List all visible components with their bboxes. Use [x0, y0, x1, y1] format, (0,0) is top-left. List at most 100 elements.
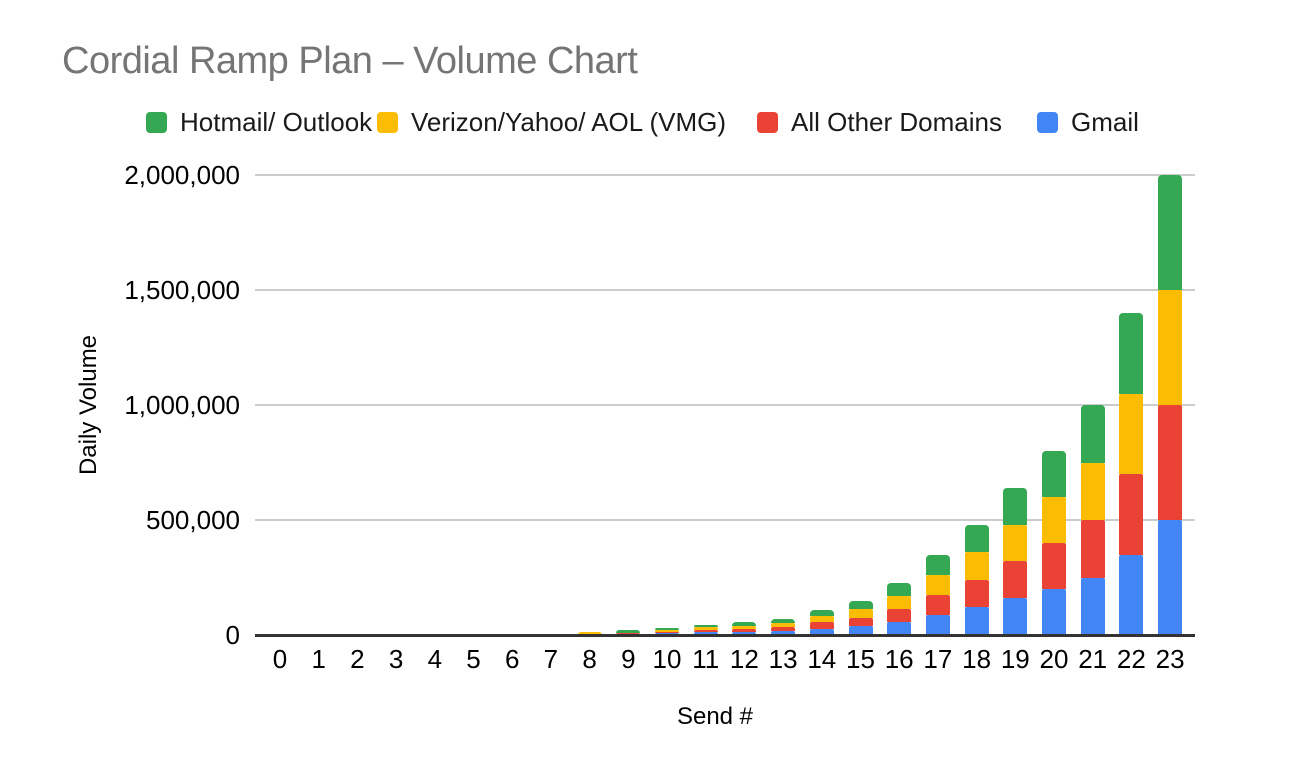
bar-segment	[1119, 313, 1144, 394]
legend-label: Gmail	[1071, 106, 1139, 137]
bar-segment	[732, 628, 757, 632]
x-tick-label: 23	[1155, 644, 1185, 674]
bar-segment	[1119, 474, 1144, 555]
bar-segment	[1042, 451, 1066, 497]
x-axis-title: Send #	[676, 703, 754, 730]
legend-swatch-icon	[1037, 111, 1058, 133]
bar-segment	[887, 622, 912, 635]
x-tick-label: 19	[1000, 644, 1030, 674]
bar-segment	[887, 609, 912, 623]
bar-segment	[732, 631, 757, 635]
x-tick-label: 10	[652, 644, 682, 674]
bar-segment	[1119, 554, 1144, 635]
bar-segment	[1003, 598, 1028, 635]
stacked-bar-send-19	[1003, 175, 1028, 635]
x-tick-label: 18	[962, 644, 992, 674]
bar-segment	[1080, 462, 1105, 520]
bar-segment	[693, 624, 718, 628]
gridline	[255, 519, 1195, 521]
stacked-bar-send-3	[384, 175, 408, 635]
bar-segment	[1158, 520, 1183, 635]
y-tick-label: 0	[225, 620, 240, 650]
bar-segment	[771, 631, 796, 635]
bar-segment	[693, 627, 718, 630]
x-tick-label: 20	[1039, 644, 1069, 674]
bar-segment	[848, 617, 873, 627]
x-tick-label: 22	[1116, 644, 1146, 674]
stacked-bar-send-23	[1158, 175, 1183, 635]
legend-swatch-icon	[146, 111, 167, 133]
bar-segment	[809, 628, 834, 635]
legend-item: Hotmail/ Outlook	[146, 105, 372, 139]
stacked-bar-send-7	[539, 175, 563, 635]
bar-segment	[732, 622, 757, 626]
legend-swatch-icon	[377, 111, 398, 133]
bar-segment	[1042, 589, 1066, 635]
stacked-bar-send-17	[925, 175, 950, 635]
bar-segment	[809, 609, 834, 617]
bar-segment	[732, 625, 757, 629]
bar-segment	[771, 623, 796, 628]
bar-segment	[771, 619, 796, 624]
bar-segment	[1080, 520, 1105, 578]
stacked-bar-send-18	[964, 175, 989, 635]
bar-segment	[1003, 524, 1028, 562]
bar-segment	[925, 574, 950, 595]
stacked-bar-send-16	[887, 175, 912, 635]
stacked-bar-send-4	[423, 175, 447, 635]
bar-segment	[809, 616, 834, 623]
legend-label: All Other Domains	[791, 106, 1002, 137]
bar-segment	[1158, 290, 1183, 405]
bar-segment	[887, 596, 912, 610]
stacked-bar-send-20	[1042, 175, 1066, 635]
x-axis-line	[255, 633, 1195, 637]
bar-segment	[964, 524, 989, 553]
bar-segment	[887, 583, 912, 597]
bar-segment	[809, 622, 834, 629]
legend-label: Verizon/Yahoo/ AOL (VMG)	[411, 106, 727, 137]
x-tick-label: 15	[846, 644, 875, 674]
bar-segment	[964, 552, 989, 580]
stacked-bar-send-0	[268, 175, 292, 635]
bar-segment	[655, 631, 679, 634]
chart-title: Cordial Ramp Plan – Volume Chart	[62, 40, 638, 82]
x-tick-label: 12	[729, 644, 759, 674]
bar-segment	[925, 554, 950, 575]
stacked-bar-send-13	[771, 175, 796, 635]
legend-swatch-icon	[757, 111, 778, 133]
bar-segment	[655, 629, 679, 632]
x-tick-label: 21	[1078, 644, 1108, 674]
stacked-bar-send-21	[1080, 175, 1105, 635]
x-tick-label: 8	[582, 644, 597, 674]
bar-segment	[771, 627, 796, 632]
gridline	[255, 289, 1195, 291]
x-tick-label: 11	[692, 644, 720, 674]
y-tick-label: 500,000	[146, 505, 240, 535]
x-tick-label: 16	[884, 644, 914, 674]
legend-item: Gmail	[1037, 105, 1139, 139]
x-tick-label: 14	[807, 644, 837, 674]
x-tick-label: 7	[543, 644, 559, 674]
stacked-bar-send-10	[655, 175, 679, 635]
x-tick-label: 0	[272, 644, 288, 674]
stacked-bar-send-8	[577, 175, 602, 635]
bar-segment	[848, 609, 873, 618]
x-tick-label: 17	[923, 644, 953, 674]
x-tick-label: 13	[768, 644, 798, 674]
stacked-bar-send-5	[462, 175, 486, 635]
bar-segment	[1158, 405, 1183, 520]
bar-segment	[1080, 577, 1105, 635]
stacked-bar-send-14	[809, 175, 834, 635]
bar-segment	[1080, 405, 1105, 463]
y-axis-title: Daily Volume	[75, 334, 102, 476]
y-tick-label: 2,000,000	[124, 160, 240, 190]
x-tick-label: 4	[427, 644, 443, 674]
y-tick-label: 1,000,000	[124, 390, 240, 420]
x-tick-label: 5	[466, 644, 481, 674]
legend-item: Verizon/Yahoo/ AOL (VMG)	[377, 105, 726, 139]
bar-segment	[964, 579, 989, 608]
bar-segment	[964, 607, 989, 635]
bar-segment	[1003, 487, 1028, 525]
gridline	[255, 404, 1195, 406]
bar-segment	[1158, 175, 1183, 290]
